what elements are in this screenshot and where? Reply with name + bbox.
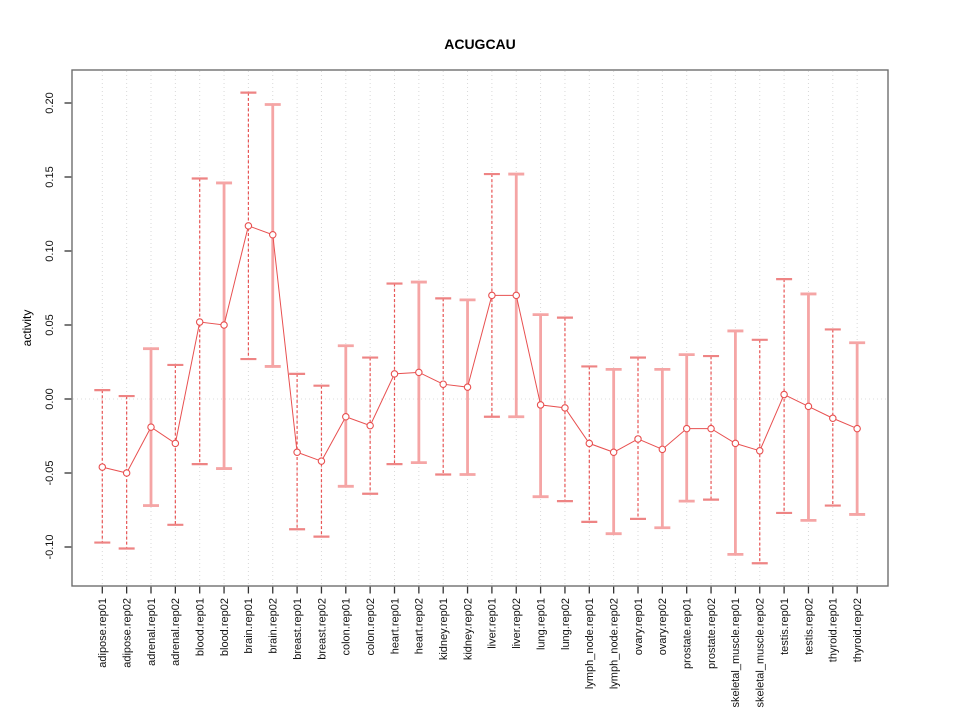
data-point-marker xyxy=(244,222,253,230)
error-bars xyxy=(94,91,866,565)
x-tick-label: ovary.rep02 xyxy=(657,598,669,655)
x-tick-label: testis.rep01 xyxy=(779,598,791,655)
data-point-marker xyxy=(317,457,326,465)
x-tick-label: adrenal.rep01 xyxy=(146,598,158,666)
x-tick-label: lung.rep01 xyxy=(535,598,547,650)
y-axis-title: activity xyxy=(20,309,34,347)
y-tick-label: -0.05 xyxy=(44,460,56,485)
data-point-marker xyxy=(707,424,715,433)
data-point-marker xyxy=(366,421,374,430)
x-tick-label: thyroid.rep01 xyxy=(828,598,840,662)
data-point-marker xyxy=(488,291,496,300)
x-tick-label: adrenal.rep02 xyxy=(170,598,182,666)
x-tick-label: brain.rep02 xyxy=(268,598,280,654)
data-point-marker xyxy=(512,291,520,300)
x-tick-label: adipose.rep02 xyxy=(121,598,133,668)
data-points xyxy=(98,222,861,477)
x-tick-label: brain.rep01 xyxy=(243,598,255,654)
x-tick-label: liver.rep02 xyxy=(511,598,523,649)
data-point-marker xyxy=(561,404,569,412)
x-tick-label: skeletal_muscle.rep01 xyxy=(730,598,742,707)
x-tick-label: heart.rep02 xyxy=(414,598,426,654)
x-tick-label: blood.rep02 xyxy=(219,598,231,656)
data-point-marker xyxy=(390,370,399,378)
y-tick-label: 0.00 xyxy=(44,388,56,409)
data-point-marker xyxy=(731,439,740,448)
data-point-marker xyxy=(682,424,691,433)
y-tick-label: 0.05 xyxy=(44,314,56,335)
y-axis: -0.10 -0.05 0.00 0.05 0.10 0.15 0.20 xyxy=(44,92,72,560)
data-point-marker xyxy=(634,435,642,443)
x-tick-label: heart.rep01 xyxy=(389,598,401,654)
gridlines xyxy=(101,71,858,585)
data-point-marker xyxy=(780,390,788,399)
x-axis: adipose.rep01 adipose.rep02 adrenal.rep01 a… xyxy=(97,586,864,707)
x-tick-label: colon.rep02 xyxy=(365,598,377,656)
data-point-marker xyxy=(171,439,180,448)
x-tick-label: liver.rep01 xyxy=(487,598,499,649)
x-tick-label: prostate.rep01 xyxy=(682,598,694,669)
data-point-marker xyxy=(853,424,861,433)
plot-frame xyxy=(71,69,889,587)
chart-title: ACUGCAU xyxy=(444,36,516,52)
data-point-marker xyxy=(195,318,204,326)
x-tick-label: blood.rep01 xyxy=(195,598,207,656)
data-point-marker xyxy=(220,321,228,329)
data-point-marker xyxy=(536,401,545,409)
x-tick-label: breast.rep02 xyxy=(316,598,328,660)
data-point-marker xyxy=(147,423,155,431)
data-point-marker xyxy=(342,413,350,421)
y-tick-label: 0.10 xyxy=(44,240,56,261)
y-tick-label: 0.15 xyxy=(44,166,56,187)
x-tick-label: kidney.rep01 xyxy=(438,598,450,660)
x-tick-label: colon.rep01 xyxy=(341,598,353,656)
x-tick-label: breast.rep01 xyxy=(292,598,304,660)
x-tick-label: skeletal_muscle.rep02 xyxy=(755,598,767,707)
data-point-marker xyxy=(98,463,107,471)
data-point-marker xyxy=(268,230,277,239)
data-point-marker xyxy=(829,414,837,422)
x-tick-label: ovary.rep01 xyxy=(633,598,645,655)
x-tick-label: prostate.rep02 xyxy=(706,598,718,669)
series-line xyxy=(102,225,858,474)
x-tick-label: adipose.rep01 xyxy=(97,598,109,668)
data-point-marker xyxy=(122,469,131,477)
data-point-marker xyxy=(463,383,472,391)
data-point-marker xyxy=(609,448,618,457)
data-point-marker xyxy=(439,380,447,388)
x-tick-label: thyroid.rep02 xyxy=(852,598,864,662)
x-tick-label: testis.rep02 xyxy=(803,598,815,655)
x-tick-label: lymph_node.rep01 xyxy=(584,598,596,689)
x-tick-label: lymph_node.rep02 xyxy=(608,598,620,689)
y-tick-label: 0.20 xyxy=(44,92,56,113)
data-point-marker xyxy=(658,445,667,454)
data-point-marker xyxy=(293,448,301,457)
data-point-marker xyxy=(755,447,764,455)
x-tick-label: lung.rep02 xyxy=(560,598,572,650)
data-point-marker xyxy=(585,439,594,448)
x-tick-label: kidney.rep02 xyxy=(462,598,474,660)
data-point-marker xyxy=(804,402,813,411)
y-tick-label: -0.10 xyxy=(44,534,56,559)
data-point-marker xyxy=(415,368,423,377)
